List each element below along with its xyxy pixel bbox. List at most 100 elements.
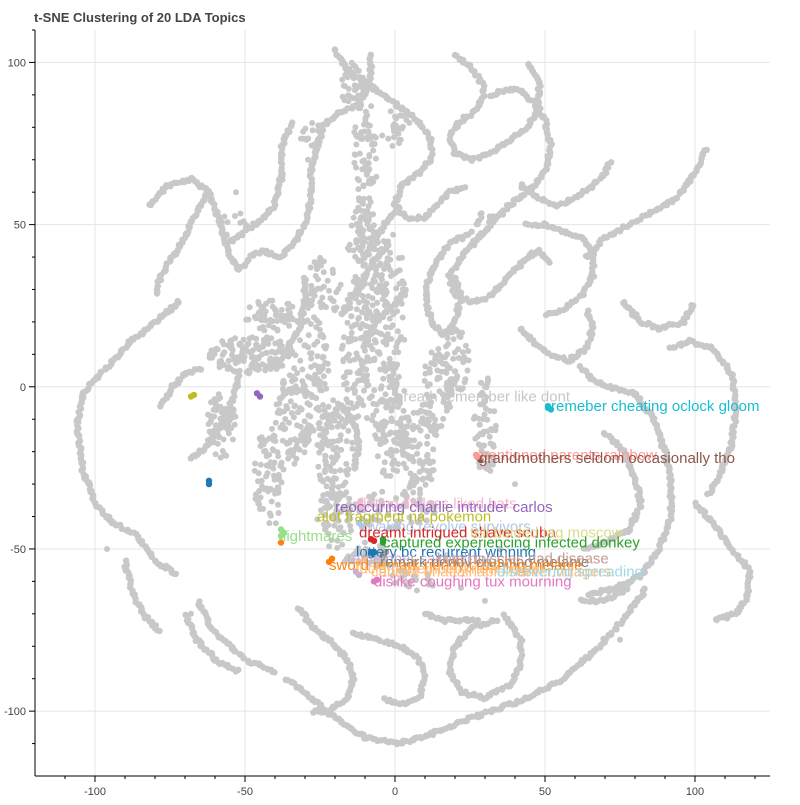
background-point [390,367,397,374]
background-point [221,408,228,415]
background-point [391,579,398,586]
background-point [314,285,321,292]
background-point [379,427,386,434]
background-point [341,97,348,104]
background-point [217,454,224,461]
background-point [465,348,472,354]
topic-label: captured experiencing infected donkey [383,535,640,552]
background-point [345,335,352,342]
background-point [283,403,290,409]
background-point [288,410,295,416]
background-point [359,158,366,165]
background-point [294,370,301,376]
background-point [287,398,294,405]
background-point [362,378,369,385]
background-point [352,64,359,71]
background-point [235,358,242,365]
background-point [380,375,387,382]
background-point [350,75,357,82]
background-point [356,370,363,377]
background-point [291,365,298,372]
background-point [403,582,410,588]
background-point [241,353,248,360]
background-point [321,380,328,387]
background-point [400,439,407,446]
background-point [370,412,377,419]
background-point [238,342,245,349]
background-point [289,119,296,126]
background-point [379,488,386,495]
background-point [305,412,312,419]
background-point [318,366,325,373]
background-point [317,476,324,483]
background-point [331,511,338,518]
topic-label: dislike coughing tux mourning [374,573,572,590]
background-point [396,204,403,212]
background-point [343,555,350,562]
background-point [325,403,332,410]
background-point [350,95,357,102]
background-point [333,496,340,503]
background-point [475,441,482,448]
background-point [440,415,447,422]
background-point [512,481,518,488]
background-point [311,341,318,348]
background-point [343,396,350,403]
background-point [381,309,388,316]
background-point [334,544,341,551]
background-point [344,386,351,393]
background-point [367,132,374,139]
background-point [286,322,293,329]
background-point [363,330,369,337]
background-point [264,470,271,477]
background-point [218,357,224,364]
background-point [482,227,489,234]
background-point [212,406,218,413]
background-point [397,333,404,340]
background-point [379,132,386,139]
background-point [294,318,301,325]
background-point [291,460,298,467]
background-point [255,478,261,485]
background-point [353,101,359,108]
background-point [257,461,264,468]
background-point [401,501,408,508]
background-point [410,482,417,489]
background-point [641,585,648,592]
background-point [345,511,352,518]
background-point [445,340,452,347]
background-point [344,411,351,418]
background-point [229,436,236,443]
background-point [446,365,453,371]
background-point [544,131,551,138]
background-point [314,441,321,448]
background-point [608,159,615,166]
background-point [389,404,396,411]
topic-lavender-point [352,568,360,575]
background-point [231,213,238,219]
background-point [304,435,311,442]
background-point [364,217,370,224]
background-point [333,444,340,451]
y-tick-label: -50 [10,544,26,556]
background-point [483,465,490,472]
background-point [424,452,430,459]
background-point [278,306,285,313]
background-point [356,150,363,157]
background-point [396,136,403,143]
background-point [436,388,443,395]
background-point [345,92,352,99]
background-point [359,166,366,173]
background-point [422,481,429,488]
background-point [255,470,262,477]
background-point [204,437,211,444]
background-point [284,440,290,447]
background-point [214,440,221,447]
background-point [369,417,375,423]
background-point [382,298,389,305]
background-point [274,409,281,416]
background-point [334,537,341,544]
background-point [339,76,346,83]
background-point [330,298,337,305]
topic-label: tell bolded tag moscow [470,525,623,542]
